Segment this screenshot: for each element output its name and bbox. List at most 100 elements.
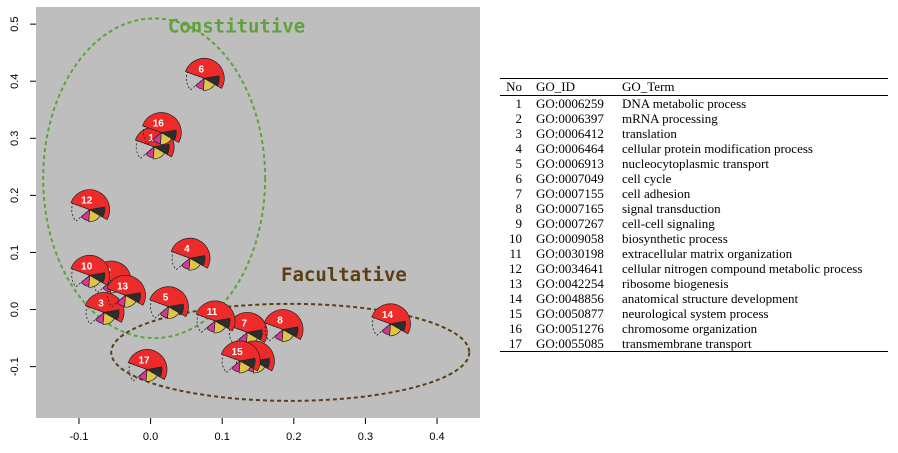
- pie-slice-dark: [103, 309, 120, 321]
- table-row: 11 GO:0030198 extracellular matrix organiz…: [500, 246, 888, 261]
- cell-go-id: GO:0055085: [536, 336, 604, 351]
- table-row: 10 GO:0009058 biosynthetic process: [500, 231, 888, 246]
- x-tick-label: -0.1: [69, 431, 88, 443]
- table-row: 13 GO:0042254 ribosome biogenesis: [500, 276, 888, 291]
- ellipse-constitutive: [42, 17, 267, 340]
- header-go-id: GO_ID: [536, 79, 575, 94]
- pie-slice-outline: [221, 354, 241, 374]
- header-go-term: GO_Term: [622, 79, 675, 94]
- point-label: 15: [232, 347, 244, 358]
- y-tick-label: 0.3: [9, 131, 21, 146]
- pie-slice-outline: [142, 125, 163, 145]
- pie-slice-outline: [185, 71, 206, 91]
- point-label: 16: [153, 119, 165, 130]
- point-label: 6: [199, 64, 205, 75]
- point-label: 11: [207, 307, 218, 318]
- pie-slice-magenta: [159, 305, 169, 319]
- pie-slice-dark: [282, 326, 299, 338]
- cell-no: 15: [509, 306, 522, 321]
- y-tick-label: 0.2: [9, 188, 21, 203]
- table-row: 9 GO:0007267 cell-cell signaling: [500, 216, 888, 231]
- pie-slice-dark: [188, 255, 206, 267]
- table-header-row: No GO_ID GO_Term: [500, 78, 888, 96]
- table-row: 2 GO:0006397 mRNA processing: [500, 111, 888, 126]
- pie-slice-magenta: [95, 311, 105, 324]
- point-label: 5: [163, 293, 169, 304]
- point-label: 13: [117, 281, 129, 292]
- table-row: 12 GO:0034641 cellular nitrogen compound m…: [500, 261, 888, 276]
- cell-no: 1: [515, 96, 523, 111]
- point-label: 14: [382, 310, 394, 321]
- y-tick-label: 0.5: [9, 16, 21, 31]
- pie-point-4: 4: [170, 237, 211, 271]
- cell-no: 6: [515, 171, 523, 186]
- cell-go-term: anatomical structure development: [622, 291, 799, 306]
- pie-slice-dark: [145, 366, 163, 378]
- pie-slice-magenta: [231, 360, 241, 373]
- cell-no: 12: [509, 261, 522, 276]
- pie-point-8: 8: [263, 309, 304, 342]
- pie-slice-dark: [167, 303, 184, 315]
- cell-no: 14: [509, 291, 522, 306]
- cell-go-id: GO:0006397: [536, 111, 604, 126]
- point-label: 12: [81, 196, 93, 207]
- cell-go-term: transmembrane transport: [622, 336, 752, 351]
- pie-slice-magenta: [181, 257, 191, 270]
- pie-slice-dark: [203, 75, 220, 87]
- pie-slice-magenta: [80, 274, 91, 287]
- x-tick-label: 0.1: [215, 431, 230, 443]
- cell-go-id: GO:0050877: [536, 306, 604, 321]
- point-label: 10: [81, 261, 93, 272]
- cell-no: 7: [515, 186, 523, 201]
- pie-slice-magenta: [145, 146, 155, 159]
- x-tick-label: 0.3: [358, 431, 373, 443]
- table-row: 17 GO:0055085 transmembrane transport: [500, 336, 888, 352]
- pie-slice-outline: [71, 202, 91, 222]
- pie-point-15: 15: [220, 340, 261, 374]
- cell-go-id: GO:0051276: [536, 321, 604, 336]
- table-row: 8 GO:0007165 signal transduction: [500, 201, 888, 216]
- pie-slice-magenta: [152, 131, 162, 144]
- pie-point-16: 16: [142, 112, 182, 145]
- cell-no: 10: [509, 231, 522, 246]
- pie-slice-magenta: [274, 328, 284, 341]
- cell-go-id: GO:0007165: [536, 201, 604, 216]
- pie-slice-outline: [135, 140, 155, 159]
- cell-go-id: GO:0006464: [536, 141, 604, 156]
- pie-point-5: 5: [149, 286, 189, 319]
- cell-go-term: biosynthetic process: [622, 231, 728, 246]
- pie-slice-magenta: [138, 368, 148, 381]
- pie-slice-dark: [239, 357, 256, 369]
- scatter-chart: -0.1 0.0 0.1 0.2 0.3 0.4 -0.1 0.0 0.1 0.2 0.3 0.4 0.…: [9, 7, 480, 443]
- cell-go-term: nucleocytoplasmic transport: [622, 156, 769, 171]
- point-label: 8: [277, 316, 283, 327]
- cell-no: 9: [515, 216, 523, 231]
- cell-no: 17: [509, 336, 522, 351]
- pie-slice-outline: [264, 322, 284, 342]
- pie-point-12: 12: [70, 189, 111, 222]
- cell-go-id: GO:0009058: [536, 231, 604, 246]
- annotation-constitutive: Constitutive: [168, 16, 305, 38]
- annotation-facultative: Facultative: [281, 264, 407, 286]
- cell-go-id: GO:0007155: [536, 186, 604, 201]
- cell-go-id: GO:0034641: [536, 261, 604, 276]
- cell-no: 16: [509, 321, 522, 336]
- table-row: 1 GO:0006259 DNA metabolic process: [500, 96, 888, 112]
- cell-no: 11: [509, 246, 522, 261]
- header-no: No: [506, 79, 522, 94]
- y-tick-label: -0.1: [9, 357, 21, 376]
- pie-slice-dark: [389, 320, 406, 332]
- pie-slice-magenta: [116, 294, 126, 307]
- x-tick-label: 0.0: [143, 431, 158, 443]
- x-tick-label: 0.4: [429, 431, 444, 443]
- pie-slice-magenta: [206, 320, 216, 333]
- table-row: 14 GO:0048856 anatomical structure develop…: [500, 291, 888, 306]
- pie-slice-dark: [88, 272, 106, 284]
- cell-go-id: GO:0006412: [536, 126, 604, 141]
- pie-slice-outline: [107, 288, 127, 308]
- cell-go-term: DNA metabolic process: [622, 96, 747, 111]
- table-row: 5 GO:0006913 nucleocytoplasmic transport: [500, 156, 888, 171]
- table-row: 15 GO:0050877 neurological system process: [500, 306, 888, 321]
- pie-point-14: 14: [371, 303, 411, 337]
- pie-slice-magenta: [195, 77, 205, 90]
